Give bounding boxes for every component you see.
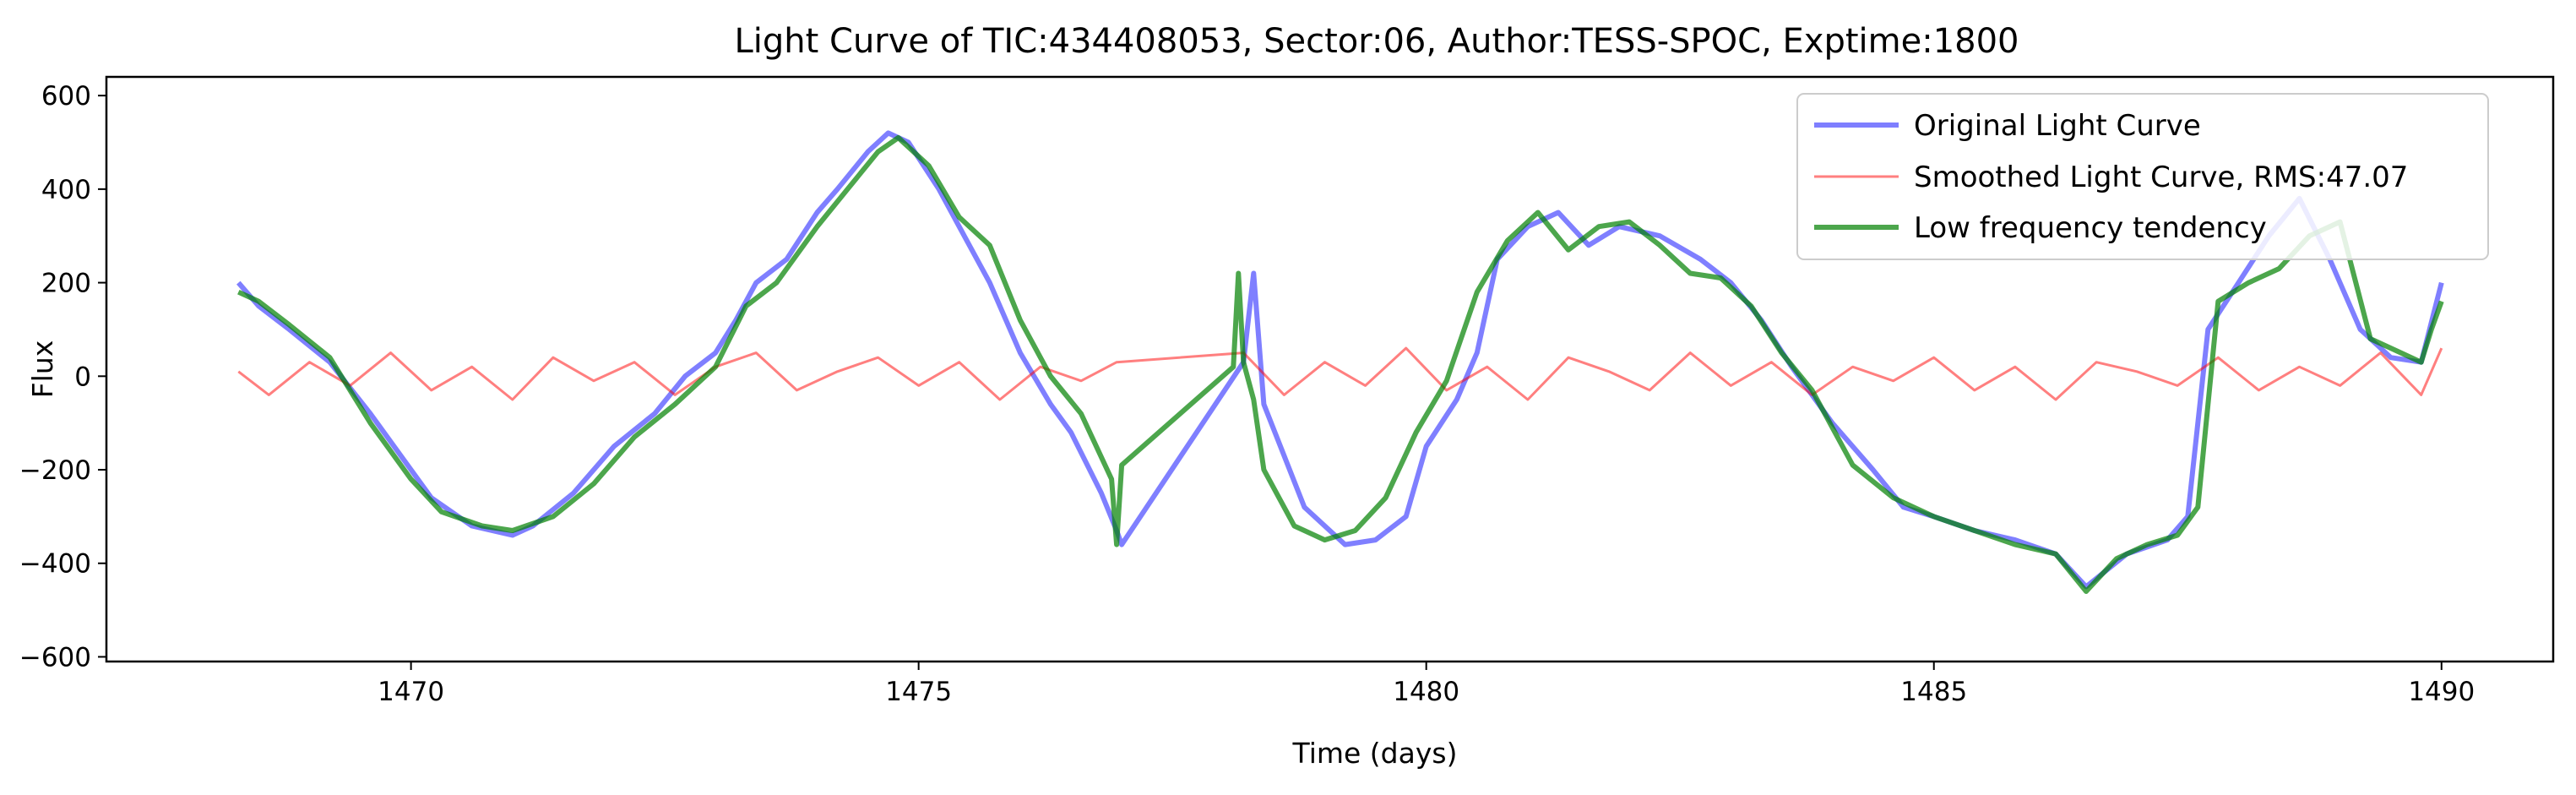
series-smoothed-light-curve (237, 346, 2443, 401)
legend-label-low-frequency: Low frequency tendency (1914, 211, 2267, 245)
series-low-frequency-tendency (237, 135, 2444, 594)
y-tick-label: 600 (41, 81, 91, 112)
x-axis: 1470 1475 1480 1485 1490 (378, 662, 2475, 707)
x-tick-label: 1490 (2408, 677, 2475, 707)
y-tick-label: −600 (19, 642, 91, 672)
y-tick-label: −400 (19, 549, 91, 580)
x-tick-label: 1485 (1900, 677, 1967, 707)
y-tick-label: 200 (41, 269, 91, 299)
legend-box (1796, 93, 2489, 260)
x-tick-label: 1475 (885, 677, 952, 707)
x-axis-label: Time (days) (1292, 737, 1458, 770)
legend-label-original: Original Light Curve (1914, 109, 2201, 143)
y-tick-label: 0 (74, 362, 91, 392)
y-tick-label: 400 (41, 175, 91, 205)
x-tick-label: 1470 (378, 677, 444, 707)
x-tick-label: 1480 (1393, 677, 1459, 707)
legend: Original Light Curve Smoothed Light Curv… (1796, 93, 2489, 260)
legend-label-smoothed: Smoothed Light Curve, RMS:47.07 (1914, 161, 2408, 194)
y-axis-label: Flux (26, 340, 59, 399)
series-layer (236, 130, 2444, 594)
y-tick-label: −200 (19, 455, 91, 486)
plot-frame (105, 75, 2555, 663)
chart-title: Light Curve of TIC:434408053, Sector:06,… (734, 22, 2019, 61)
y-axis: −600 −400 −200 0 200 400 600 (19, 81, 106, 672)
